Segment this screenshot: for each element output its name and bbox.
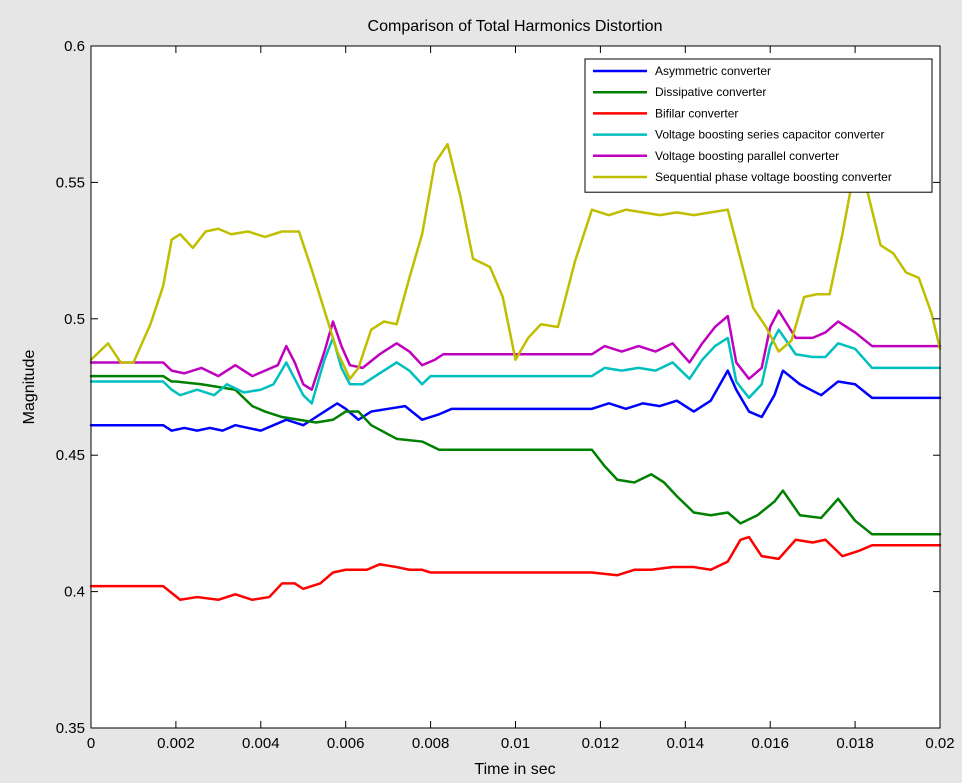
x-axis-label: Time in sec bbox=[474, 761, 555, 778]
legend-label: Bifilar converter bbox=[655, 106, 738, 120]
legend-label: Sequential phase voltage boosting conver… bbox=[655, 170, 892, 184]
x-tick-label: 0.002 bbox=[157, 735, 195, 752]
legend-label: Asymmetric converter bbox=[655, 64, 771, 78]
series-line-1 bbox=[89, 369, 942, 432]
y-tick-label: 0.35 bbox=[56, 720, 85, 737]
series-line-2 bbox=[89, 374, 942, 536]
y-tick-label: 0.45 bbox=[56, 447, 85, 464]
chart-title: Comparison of Total Harmonics Distortion bbox=[368, 18, 663, 35]
legend-label: Voltage boosting parallel converter bbox=[655, 149, 839, 163]
x-tick-label: 0.004 bbox=[242, 735, 280, 752]
series-line-5 bbox=[89, 309, 942, 391]
legend: Asymmetric converter Dissipative converte… bbox=[584, 58, 933, 193]
x-tick-label: 0.018 bbox=[836, 735, 874, 752]
series-line-6 bbox=[89, 142, 942, 381]
legend-label: Dissipative converter bbox=[655, 85, 766, 99]
legend-box bbox=[584, 58, 933, 193]
x-tick-label: 0.014 bbox=[667, 735, 705, 752]
y-tick-label: 0.4 bbox=[64, 584, 85, 601]
x-tick-label: 0.02 bbox=[925, 735, 954, 752]
y-axis-label: Magnitude bbox=[21, 350, 38, 425]
y-tick-label: 0.6 bbox=[64, 38, 85, 55]
y-tick-label: 0.5 bbox=[64, 311, 85, 328]
series-line-3 bbox=[89, 535, 942, 602]
x-axis-ticks: 0 0.002 0.004 0.006 0.008 0.01 0.012 0.014 0.016… bbox=[87, 46, 955, 752]
series-line-4 bbox=[89, 328, 942, 405]
x-tick-label: 0.016 bbox=[751, 735, 789, 752]
y-tick-label: 0.55 bbox=[56, 174, 85, 191]
x-tick-label: 0.012 bbox=[582, 735, 620, 752]
y-axis-ticks: 0.35 0.4 0.45 0.5 0.55 0.6 bbox=[56, 38, 940, 737]
x-tick-label: 0.008 bbox=[412, 735, 450, 752]
legend-label: Voltage boosting series capacitor conver… bbox=[655, 128, 884, 142]
x-tick-label: 0.01 bbox=[501, 735, 530, 752]
x-tick-label: 0 bbox=[87, 735, 95, 752]
x-tick-label: 0.006 bbox=[327, 735, 365, 752]
series-lines bbox=[89, 142, 942, 602]
